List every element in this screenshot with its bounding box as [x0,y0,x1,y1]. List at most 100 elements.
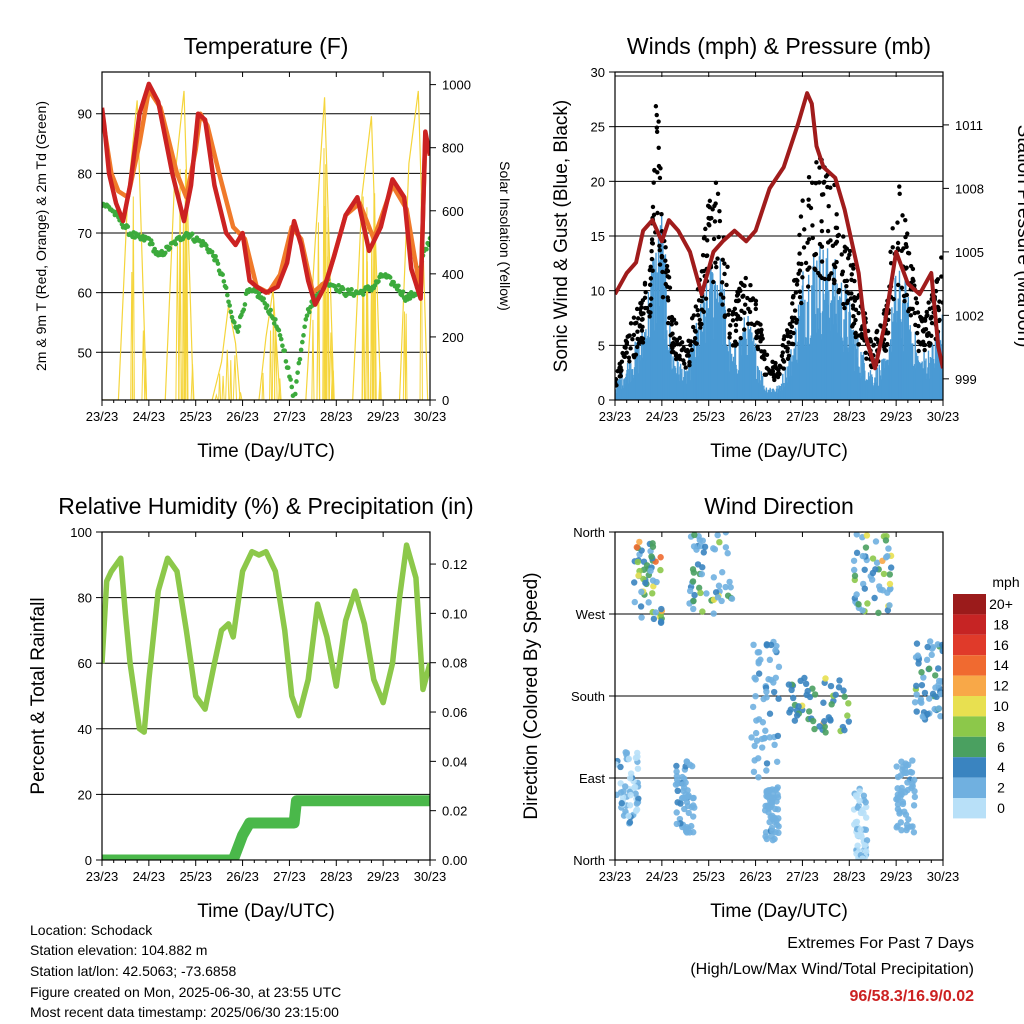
extremes-subtitle: (High/Low/Max Wind/Total Precipitation) [690,961,974,978]
direction-point [791,717,799,724]
direction-point [920,674,927,681]
direction-point [939,641,943,649]
y-right-tick-label-2-1: 0.02 [442,804,467,819]
y-axis-right-label-0: Solar Insolation (Yellow) [497,161,513,311]
series-pressure-line [615,91,943,371]
gust-point [657,262,663,267]
direction-point [696,536,704,544]
dewpoint-point [221,279,227,284]
legend-label-1: 18 [993,616,1009,632]
gust-point [780,350,785,355]
gust-point [647,282,653,288]
direction-point [638,614,645,621]
direction-point [626,819,634,826]
dewpoint-point [242,302,248,307]
gust-point [845,256,851,261]
series-precip-line [102,795,430,860]
direction-point [627,770,635,777]
gust-point [844,300,850,306]
direction-point [749,703,757,711]
dewpoint-point [209,249,215,255]
gust-point [897,191,902,197]
y-tick-label-3-3: West [576,607,606,622]
direction-point [832,691,839,698]
legend-label-8: 4 [997,759,1005,775]
gust-point [659,253,665,259]
direction-point [863,848,870,855]
gust-point [666,298,671,303]
direction-point [845,718,853,725]
gust-point [726,312,731,317]
gust-point [907,306,912,312]
direction-point [885,545,892,552]
gust-point [814,160,819,165]
direction-point [658,605,665,613]
direction-point [657,618,665,625]
gust-point [649,240,655,246]
gust-point [724,282,729,288]
gust-point [925,333,930,338]
x-tick-label-2-3: 26/23 [226,869,259,884]
direction-point [852,819,859,826]
gust-point [797,232,802,238]
gust-point [863,350,868,356]
direction-point [921,689,929,697]
direction-point [864,600,871,607]
gust-point [703,226,708,232]
direction-point [860,792,868,799]
direction-point [767,676,775,684]
gust-point [647,267,653,273]
direction-point [821,718,828,725]
direction-point [751,757,758,764]
dewpoint-point [285,365,291,371]
direction-point [750,641,757,649]
gust-point [828,185,833,190]
x-tick-label-2-4: 27/23 [273,869,306,884]
gust-point [682,361,687,366]
direction-point [804,687,811,695]
solar-spike [278,378,282,400]
gust-point [746,321,751,326]
legend-label-9: 2 [997,780,1005,796]
gust-point [719,280,725,285]
direction-point [775,815,782,822]
direction-point [937,690,943,698]
gust-point [700,252,706,258]
dewpoint-point [227,303,232,308]
direction-point [825,714,833,721]
dewpoint-point [213,254,218,259]
direction-point [762,833,769,840]
gust-point [910,276,915,282]
gust-point [915,330,920,336]
x-tick-label-0-7: 30/23 [414,409,447,424]
x-tick-label-1-7: 30/23 [927,409,960,424]
gust-point [853,330,858,336]
legend-label-5: 10 [993,698,1009,714]
y-right-tick-label-2-6: 0.12 [442,557,467,572]
recent-data-text: Most recent data timestamp: 2025/06/30 2… [30,1004,339,1020]
gust-point [829,271,834,276]
x-axis-label-2: Time (Day/UTC) [197,901,335,922]
direction-point [897,819,905,826]
gust-point [851,321,857,326]
direction-point [617,789,625,796]
y-axis-label-3: Direction (Colored By Speed) [521,572,542,819]
direction-point [795,703,802,710]
direction-point [755,660,762,667]
y-right-tick-label-2-0: 0.00 [442,853,467,868]
gust-point [656,119,661,124]
gust-point [888,249,893,255]
dewpoint-point [303,317,309,322]
direction-point [722,583,729,591]
y-tick-label-0-3: 80 [78,166,92,181]
dewpoint-point [268,307,273,313]
series-solar-line [102,90,430,400]
direction-point [625,755,633,763]
direction-point [893,763,900,770]
gust-point [801,245,807,250]
y-axis-label-0: 2m & 9m T (Red, Orange) & 2m Td (Green) [33,101,49,371]
direction-point [902,811,910,818]
direction-point [690,597,697,605]
gust-point [705,238,710,243]
plot-area-cp1 [615,91,943,400]
